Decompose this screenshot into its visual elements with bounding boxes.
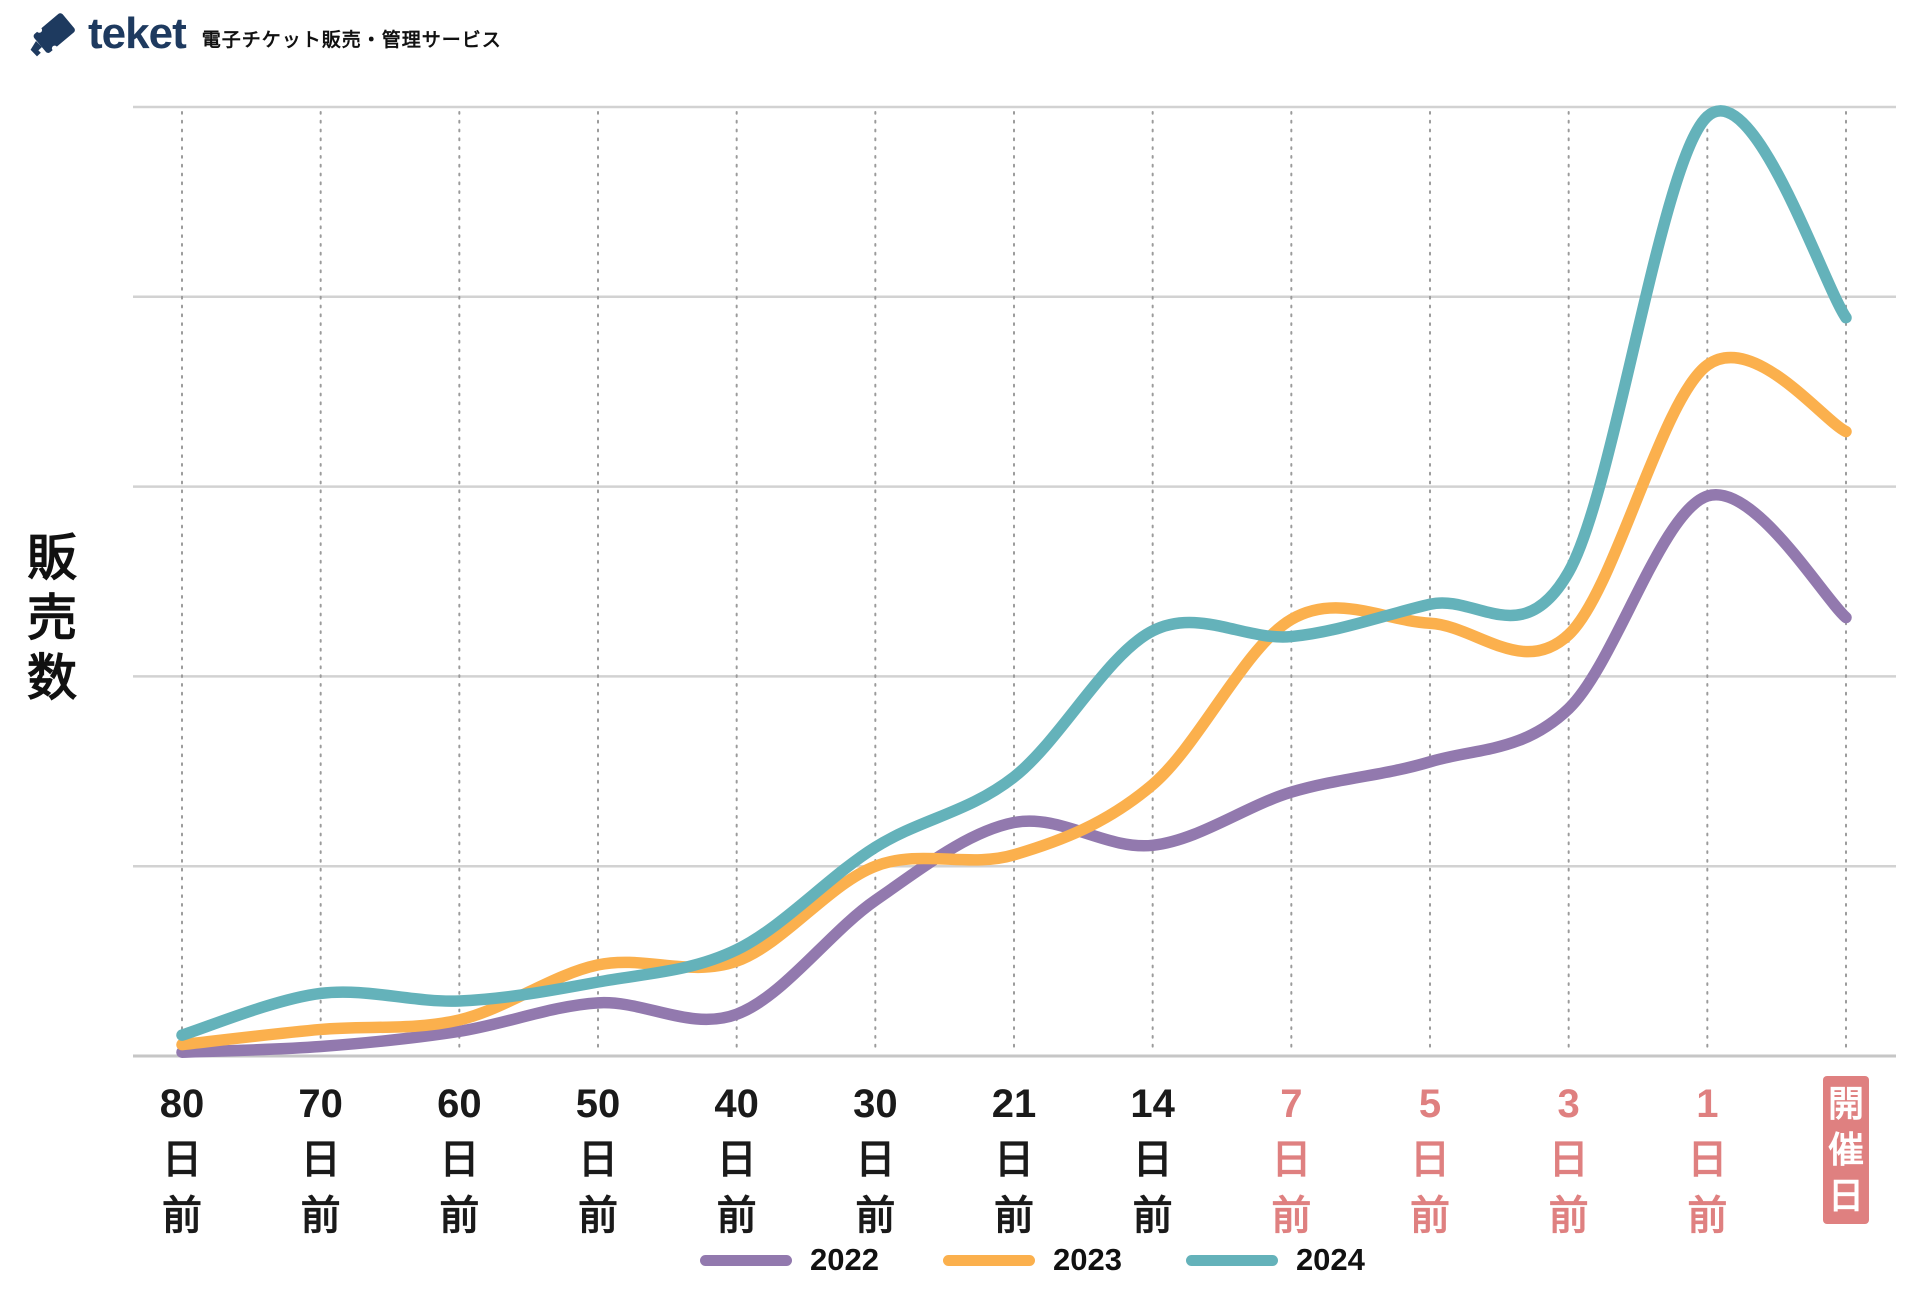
x-tick-70日前: 70 日前 <box>298 1076 343 1244</box>
series-line-2022 <box>176 489 1852 1058</box>
x-tick-line: 前 <box>994 1194 1034 1238</box>
series-line-2023 <box>176 351 1852 1051</box>
x-tick-line: 70 <box>298 1082 343 1126</box>
x-tick-line: 日 <box>578 1138 618 1182</box>
chart-legend: 2022 2023 2024 <box>700 1242 1365 1278</box>
x-tick-line: 日 <box>300 1138 341 1182</box>
x-tick-line: 前 <box>1410 1194 1450 1238</box>
x-tick-line: 日 <box>1271 1138 1312 1182</box>
x-tick-line: 5 <box>1418 1082 1442 1126</box>
x-tick-line: 3 <box>1557 1082 1580 1126</box>
y-axis-title-char: 売 <box>27 590 77 646</box>
x-tick-line: 前 <box>439 1194 480 1238</box>
x-tick-line: 前 <box>716 1194 757 1238</box>
x-tick-line: 50 <box>575 1082 621 1126</box>
legend-item-2022: 2022 <box>700 1242 879 1278</box>
legend-swatch <box>1185 1254 1278 1266</box>
series-line-2024 <box>176 105 1852 1041</box>
x-tick-line: 30 <box>853 1082 898 1126</box>
x-tick-line: 前 <box>1271 1194 1312 1238</box>
x-tick-line: 日 <box>1410 1138 1450 1182</box>
legend-item-2023: 2023 <box>942 1242 1122 1278</box>
legend-label: 2023 <box>1052 1242 1122 1277</box>
x-tick-line: 7 <box>1280 1082 1303 1126</box>
x-tick-80日前: 80 日前 <box>160 1076 205 1244</box>
x-tick-line: 前 <box>1687 1194 1728 1238</box>
x-tick-3日前: 3 日前 <box>1549 1076 1589 1244</box>
x-tick-line: 日 <box>716 1138 757 1182</box>
y-axis-title: 販売数 <box>24 528 80 708</box>
x-tick-line: 日 <box>855 1138 896 1182</box>
x-tick-line: 前 <box>162 1194 202 1238</box>
x-tick-line: 日 <box>1132 1138 1173 1182</box>
x-tick-30日前: 30 日前 <box>853 1076 898 1244</box>
x-tick-7日前: 7 日前 <box>1271 1076 1311 1244</box>
x-tick-14日前: 14 日前 <box>1130 1076 1175 1244</box>
x-tick-line: 40 <box>714 1082 759 1126</box>
x-tick-line: 日 <box>439 1138 480 1182</box>
y-axis-title-char: 数 <box>27 650 77 706</box>
x-tick-line: 60 <box>437 1082 482 1126</box>
x-tick-line: 日 <box>1548 1138 1589 1182</box>
x-tick-1日前: 1 日前 <box>1687 1076 1727 1244</box>
x-tick-line: 1 <box>1696 1082 1719 1126</box>
x-tick-line: 前 <box>1132 1194 1173 1238</box>
x-tick-line: 80 <box>159 1082 205 1126</box>
app-header: teket 電子チケット販売・管理サービス <box>30 8 502 60</box>
x-tick-line: 前 <box>300 1194 341 1238</box>
x-tick-line: 21 <box>991 1082 1037 1126</box>
x-tick-line: 催 <box>1827 1129 1865 1170</box>
x-tick-line: 開 <box>1827 1083 1865 1124</box>
x-tick-line: 日 <box>162 1138 202 1182</box>
legend-swatch <box>700 1254 792 1266</box>
legend-swatch <box>942 1254 1035 1266</box>
x-tick-5日前: 5 日前 <box>1410 1076 1450 1244</box>
x-tick-line: 日 <box>1687 1138 1728 1182</box>
x-tick-line: 前 <box>855 1194 896 1238</box>
legend-label: 2022 <box>810 1242 879 1277</box>
legend-label: 2024 <box>1295 1242 1365 1277</box>
x-tick-開催日: 開催日 <box>1822 1076 1870 1224</box>
x-tick-line: 前 <box>578 1194 618 1238</box>
brand-name: teket <box>88 9 187 58</box>
x-tick-40日前: 40 日前 <box>714 1076 759 1244</box>
y-axis-title-char: 販 <box>27 530 77 586</box>
brand-tagline: 電子チケット販売・管理サービス <box>201 29 502 51</box>
x-tick-line: 日 <box>1827 1175 1865 1216</box>
legend-item-2024: 2024 <box>1185 1242 1365 1278</box>
x-tick-50日前: 50 日前 <box>576 1076 621 1244</box>
teket-logo-icon <box>30 13 75 57</box>
x-tick-line: 前 <box>1548 1194 1589 1238</box>
x-tick-21日前: 21 日前 <box>992 1076 1037 1244</box>
x-tick-line: 日 <box>994 1138 1034 1182</box>
x-tick-line: 14 <box>1130 1082 1175 1126</box>
x-tick-60日前: 60 日前 <box>437 1076 482 1244</box>
